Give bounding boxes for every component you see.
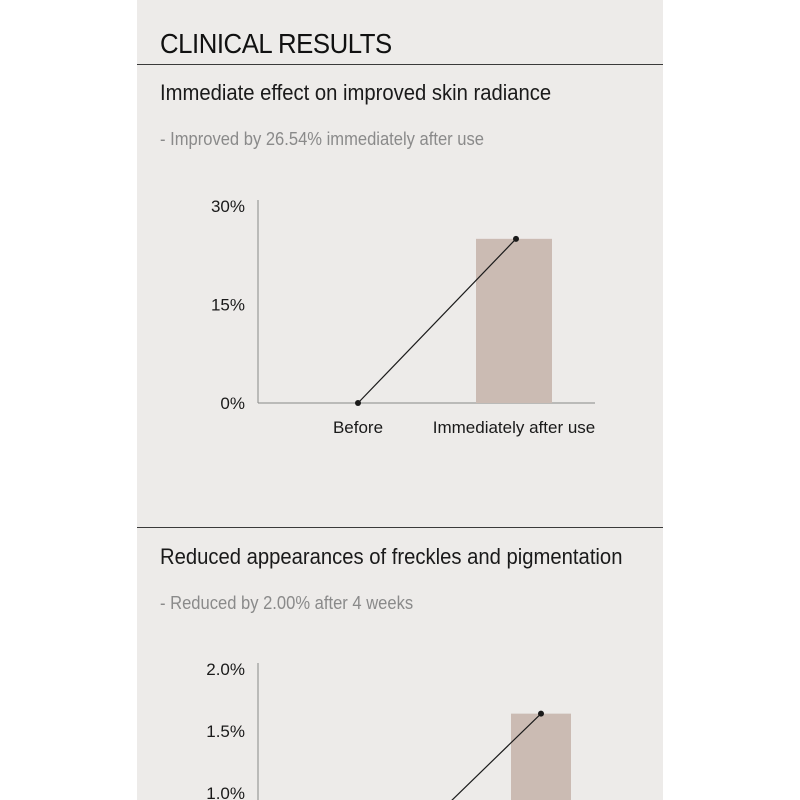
bar [511,713,571,800]
title-divider [137,64,663,65]
y-tick-label: 2.0% [206,660,245,679]
y-tick-label: 1.0% [206,784,245,800]
section-2-subtitle: - Reduced by 2.00% after 4 weeks [160,593,414,613]
section-1-title: Immediate effect on improved skin radian… [160,80,552,105]
section-divider [137,527,663,528]
y-tick-label: 0% [220,394,245,413]
x-tick-label: Immediately after use [433,418,596,437]
data-point [538,710,544,717]
page-title: CLINICAL RESULTS [160,28,392,59]
x-tick-label: Before [333,418,383,437]
pigmentation-chart: 1.0% 1.5% 2.0% [206,660,571,800]
y-tick-label: 30% [211,197,245,216]
y-tick-label: 15% [211,296,245,315]
data-point [513,235,519,242]
data-point [355,400,361,406]
y-tick-label: 1.5% [206,722,245,741]
clinical-results-panel: CLINICAL RESULTS Immediate effect on imp… [137,0,663,800]
section-1-subtitle: - Improved by 26.54% immediately after u… [160,129,484,149]
trend-line [451,713,542,800]
trend-line [357,238,517,404]
radiance-chart: 0% 15% 30% Before Immediately after use [211,197,596,437]
bar [476,238,552,403]
section-2-title: Reduced appearances of freckles and pigm… [160,544,623,569]
